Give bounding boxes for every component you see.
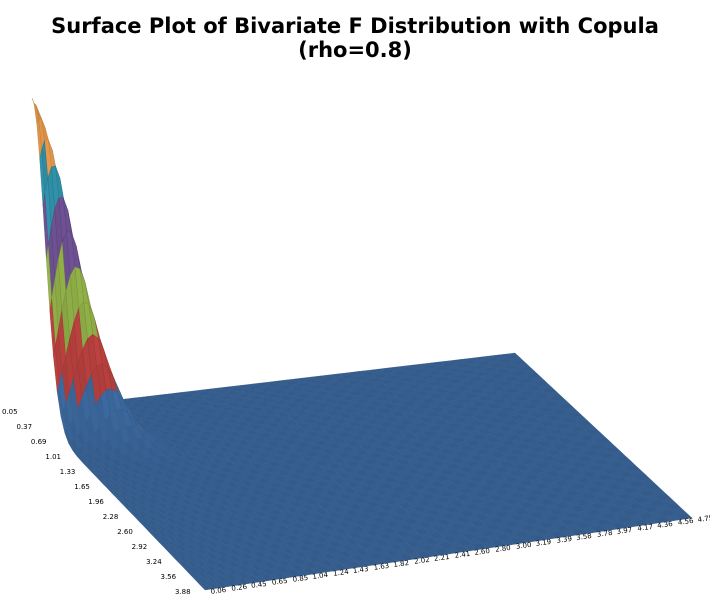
x-tick-label: 1.43 <box>352 565 369 575</box>
x-tick-label: 3.19 <box>535 538 552 548</box>
chart-title: Surface Plot of Bivariate F Distribution… <box>51 14 659 62</box>
y-tick-label: 0.37 <box>17 423 33 431</box>
y-tick-label: 1.33 <box>60 468 76 476</box>
y-tick-label: 1.65 <box>74 483 90 491</box>
x-tick-label: 2.41 <box>454 550 471 560</box>
x-tick-label: 3.00 <box>515 541 532 551</box>
x-tick-label: 2.80 <box>495 544 512 554</box>
x-tick-label: 2.02 <box>414 556 431 566</box>
x-tick-label: 1.82 <box>393 559 410 569</box>
x-tick-label: 1.24 <box>333 568 350 578</box>
y-tick-label: 3.88 <box>175 588 191 596</box>
y-tick-label: 3.56 <box>161 573 177 581</box>
y-tick-label: 2.92 <box>132 543 148 551</box>
y-tick-label: 0.05 <box>2 408 18 416</box>
x-tick-label: 4.75 <box>697 514 710 524</box>
y-axis-ticks: 0.05 0.37 0.69 1.01 1.33 1.65 1.96 2.28 2.60 2.92… <box>2 408 191 596</box>
x-tick-label: 0.26 <box>231 583 248 593</box>
surface-mesh <box>31 97 693 591</box>
y-tick-label: 2.60 <box>117 528 133 536</box>
x-tick-label: 1.63 <box>373 562 390 572</box>
x-tick-label: 3.78 <box>596 529 613 539</box>
y-tick-label: 3.24 <box>146 558 162 566</box>
x-tick-label: 0.85 <box>292 574 309 584</box>
x-tick-label: 0.06 <box>210 586 227 596</box>
x-tick-label: 3.58 <box>576 532 593 542</box>
x-tick-label: 2.21 <box>433 553 450 563</box>
x-tick-label: 3.97 <box>616 526 633 536</box>
y-tick-label: 2.28 <box>103 513 119 521</box>
x-axis-ticks: 0.06 0.26 0.45 0.65 0.85 1.04 1.24 1.43 1.63 1.82… <box>210 514 710 596</box>
surface-facet <box>31 97 37 106</box>
x-tick-label: 0.65 <box>271 577 288 587</box>
y-tick-label: 1.96 <box>88 498 104 506</box>
x-tick-label: 4.56 <box>677 517 694 527</box>
x-tick-label: 4.36 <box>657 520 674 530</box>
y-tick-label: 1.01 <box>45 453 61 461</box>
surface-facet <box>199 584 208 591</box>
y-tick-label: 0.69 <box>31 438 47 446</box>
x-tick-label: 0.45 <box>251 580 268 590</box>
x-tick-label: 2.60 <box>474 547 491 557</box>
x-tick-label: 4.17 <box>637 523 654 533</box>
x-tick-label: 1.04 <box>312 571 329 581</box>
x-tick-label: 3.39 <box>556 535 573 545</box>
